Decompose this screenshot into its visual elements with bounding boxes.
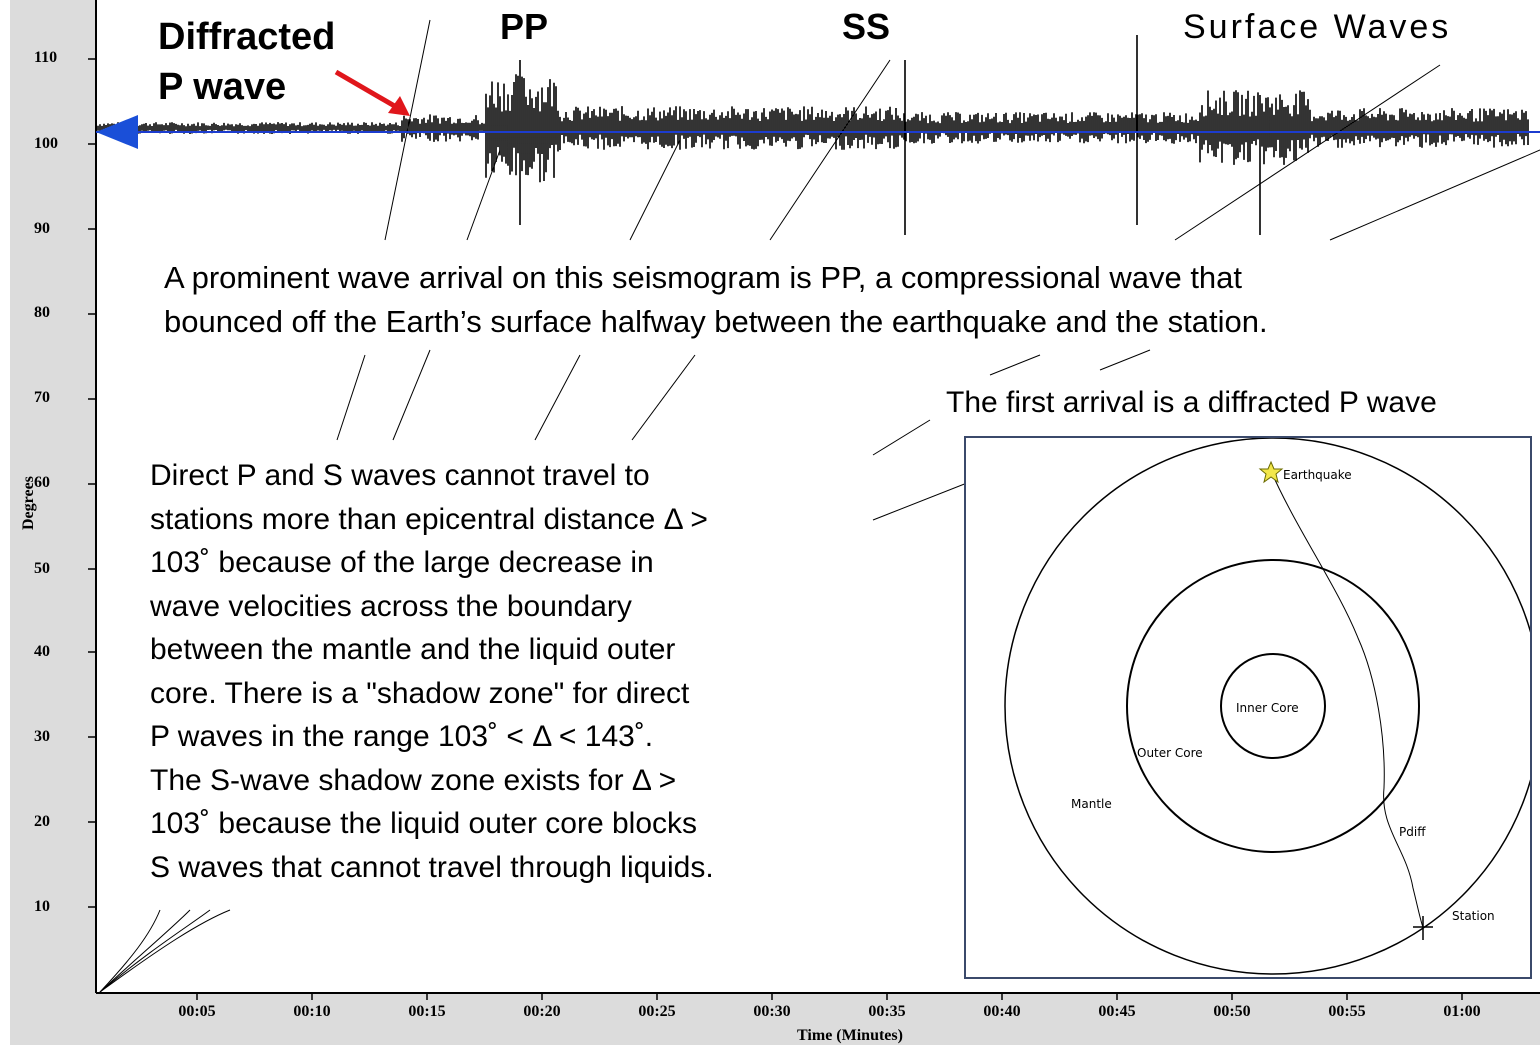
shadow-text-line: stations more than epicentral distance Δ… [150,502,708,536]
pdiff-label: Pdiff [1399,825,1426,839]
mantle-label: Mantle [1071,797,1112,811]
travel-time-curve [629,139,681,241]
y-tick-label: 30 [34,728,50,745]
inner-core-boundary [1220,653,1326,759]
ss-label: SS [842,6,891,47]
core-mantle-boundary [1126,559,1420,853]
travel-time-curve [631,354,696,441]
x-tick-label: 00:35 [868,1003,906,1020]
y-tick-label: 90 [34,220,50,237]
outer-core-label: Outer Core [1137,746,1203,760]
shadow-text-line: 103˚ because the liquid outer core block… [150,807,698,840]
first-arrival-note: The first arrival is a diffracted P wave [946,383,1437,423]
x-tick-label: 00:20 [523,1003,561,1020]
travel-time-curve [99,909,161,993]
earth-cross-section [1004,438,1530,975]
pp-annotation-line1: A prominent wave arrival on this seismog… [164,256,1251,300]
travel-time-curve [99,909,231,993]
surface-waves-label: Surface Waves [1183,8,1452,46]
x-tick-marks [196,993,1463,1000]
travel-time-curve [336,354,366,441]
station-label: Station [1452,909,1495,923]
diffracted-label-line2: P wave [158,66,287,108]
x-tick-label: 00:25 [638,1003,676,1020]
x-tick-label: 00:50 [1213,1003,1251,1020]
x-axis-label: Time (Minutes) [797,1027,903,1044]
y-tick-marks [88,58,96,908]
shadow-text-line: S waves that cannot travel through liqui… [150,850,714,884]
pp-annotation-line2: bounced off the Earth’s surface halfway … [164,300,1276,344]
travel-time-curve [989,354,1041,376]
travel-time-curve [872,419,931,456]
y-axis-label: Degrees [20,476,37,530]
diffracted-p-arrow [334,69,400,111]
y-tick-label: 100 [34,135,58,152]
seismogram-waveform [95,35,1529,235]
y-tick-label: 70 [34,389,50,406]
shadow-text-line: The S-wave shadow zone exists for Δ > [150,763,677,797]
x-tick-label: 00:30 [753,1003,791,1020]
x-tick-label: 00:15 [408,1003,446,1020]
diffracted-label-line1: Diffracted [158,16,336,58]
travel-time-curve [99,909,211,993]
y-tick-label: 110 [34,49,58,66]
y-axis-strip [10,0,96,1045]
y-tick-label: 20 [34,813,50,830]
x-tick-label: 01:00 [1443,1003,1481,1020]
y-tick-label: 50 [34,560,50,577]
x-axis-strip [10,993,1540,1045]
earthquake-star-icon [1258,460,1284,484]
x-tick-label: 00:40 [983,1003,1021,1020]
x-tick-label: 00:05 [178,1003,216,1020]
y-tick-label: 80 [34,304,50,321]
earthquake-label: Earthquake [1283,468,1352,482]
y-tick-label: 10 [34,898,50,915]
diffracted-p-arrowhead [388,96,410,116]
seismogram-trace [95,35,1529,235]
travel-time-curve [392,349,431,441]
shadow-text-line: Direct P and S waves cannot travel to [150,459,650,492]
shadow-text-line: between the mantle and the liquid outer [150,633,676,666]
pdiff-ray-path [1270,470,1424,928]
shadow-text-line: P waves in the range 103˚ < Δ < 143˚. [150,720,654,753]
shadow-zone-paragraph: Direct P and S waves cannot travel to st… [150,454,720,889]
earth-surface-circle [1004,438,1530,975]
pp-label: PP [500,6,549,47]
x-tick-label: 00:45 [1098,1003,1136,1020]
inner-core-label: Inner Core [1236,701,1299,715]
y-tick-label: 60 [34,474,50,491]
y-tick-label: 40 [34,643,50,660]
travel-time-curve [534,354,581,441]
earth-cross-section-inset: Earthquake Inner Core Outer Core Mantle … [964,436,1532,979]
shadow-text-line: wave velocities across the boundary [150,589,632,623]
x-tick-label: 00:10 [293,1003,331,1020]
shadow-text-line: core. There is a "shadow zone" for direc… [150,676,690,710]
travel-time-curve [1329,149,1540,241]
x-tick-label: 00:55 [1328,1003,1366,1020]
travel-time-curve [769,59,891,241]
travel-time-curve [99,909,191,993]
station-marker-arrow [96,115,138,149]
travel-time-curve [1099,349,1151,371]
shadow-text-line: 103˚ because of the large decrease in [150,546,654,579]
